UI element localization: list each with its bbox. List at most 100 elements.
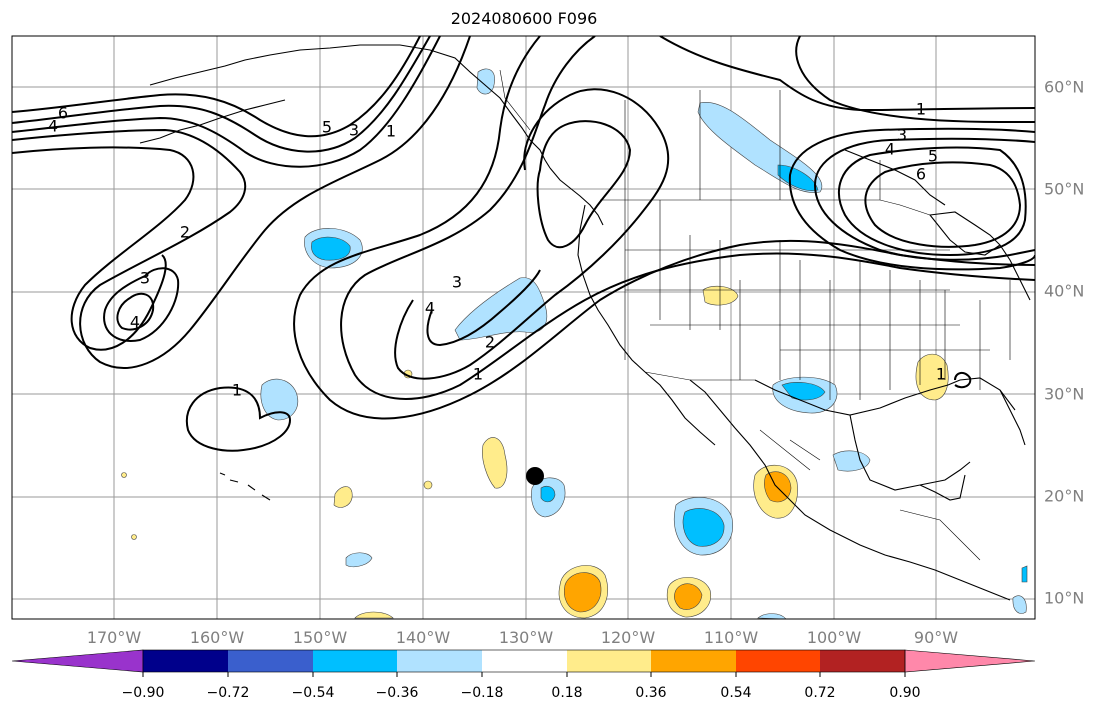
contour-line [426,269,541,347]
borders [499,69,1011,561]
lon-label: 100°W [807,628,862,647]
lat-label: 60°N [1044,78,1084,97]
positive-anomaly-region [482,437,508,489]
contour-line [185,386,292,452]
contour-label: 1 [473,365,483,384]
storm-center-marker [526,467,544,485]
colorbar-tick-label: 0.72 [804,685,835,701]
gridlines [12,36,1035,619]
positive-anomaly-region [131,534,137,540]
hawaii-islands [219,472,271,501]
positive-anomaly-region [915,353,949,401]
contour-label: 1 [232,381,242,400]
contour-line [838,146,1027,257]
east-coast [999,244,1031,301]
colorbar-segment [820,650,905,672]
contour-labels: 6 4 5 3 1 2 3 4 1 4 3 2 1 1 3 4 5 6 1 [48,100,946,400]
negative-anomaly-region [1012,595,1027,614]
contour-label: 1 [386,122,396,141]
colorbar-frame [142,649,906,673]
contour-label: 6 [916,165,926,184]
lon-label: 170°W [87,628,142,647]
map-frame [11,35,1036,620]
lat-label: 10°N [1044,589,1084,608]
negative-anomaly-core [777,164,819,191]
contour-label: 5 [928,147,938,166]
positive-anomaly-core [563,572,602,613]
contour-label: 4 [130,313,140,332]
contour-line [813,137,1035,261]
colorbar-tick-label: 0.18 [551,685,582,701]
florida [999,389,1026,446]
positive-anomaly-region [333,486,353,508]
colorbar-tick-label: −0.36 [376,685,419,701]
negative-anomaly-core [682,508,725,547]
canada-provinces [624,90,881,200]
contour-line [12,146,195,351]
contour-line [12,36,471,369]
bc-coast [549,167,604,226]
lon-label: 110°W [704,628,759,647]
lon-label: 120°W [601,628,656,647]
contour-line [12,36,431,153]
mexico-west-coast [689,379,1011,601]
lon-label: 130°W [499,628,554,647]
positive-anomaly-region [354,611,394,619]
contour-line [293,36,1035,420]
lat-label: 50°N [1044,180,1084,199]
map-title: 2024080600 F096 [450,9,598,28]
lat-label: 20°N [1044,487,1084,506]
positive-anomaly-region [121,472,127,478]
longitude-labels: 170°W 160°W 150°W 140°W 130°W 120°W 110°… [87,628,958,647]
contour-line [788,127,1035,271]
colorbar-segment [143,650,228,672]
colorbar-tick-label: 0.36 [635,685,666,701]
shaded-anomalies [121,68,1028,619]
positive-anomaly-core [674,583,703,610]
contour-line [659,36,1035,112]
colorbar-tick-label: −0.72 [207,685,250,701]
contour-label: 2 [180,223,190,242]
contour-line [116,292,155,331]
contour-line [103,267,180,342]
colorbar-segment [651,650,736,672]
negative-anomaly-region [832,450,871,472]
colorbar-segment [567,650,651,672]
negative-anomaly-region [345,552,373,568]
positive-anomaly-region [702,285,739,306]
us-mexico-border [644,371,755,381]
contour-label: 5 [322,118,332,137]
contour-label: 4 [885,140,895,159]
colorbar-tick-label: −0.54 [292,685,335,701]
negative-anomaly-region [454,277,548,341]
colorbar-segment [228,650,313,672]
colorbar-tick-label: −0.90 [122,685,165,701]
contour-line [795,36,1035,123]
lon-label: 140°W [396,628,451,647]
colorbar-tick-labels: −0.90 −0.72 −0.54 −0.36 −0.18 0.18 0.36 … [122,685,921,701]
colorbar: −0.90 −0.72 −0.54 −0.36 −0.18 0.18 0.36 … [11,649,1036,701]
contour-line [12,36,441,168]
contour-line [340,36,1035,400]
colorbar-ticks [142,672,906,677]
contour-line [954,372,972,389]
contour-label: 1 [916,100,926,119]
lat-label: 30°N [1044,385,1084,404]
negative-anomaly-region [1021,565,1028,583]
colorbar-segment [482,650,567,672]
colorbar-segment [313,650,397,672]
mexico-states [759,429,981,561]
contour-line [536,120,632,249]
colorbar-tick-label: 0.54 [720,685,751,701]
alaska-coast [149,44,551,169]
contour-label: 3 [452,273,462,292]
negative-anomaly-core [540,485,556,503]
contour-line [12,36,421,138]
coastlines [139,44,1031,601]
contour-label: 3 [140,269,150,288]
colorbar-segment [736,650,820,672]
lon-label: 90°W [914,628,958,647]
yucatan [919,474,966,501]
contour-label: 4 [48,117,58,136]
